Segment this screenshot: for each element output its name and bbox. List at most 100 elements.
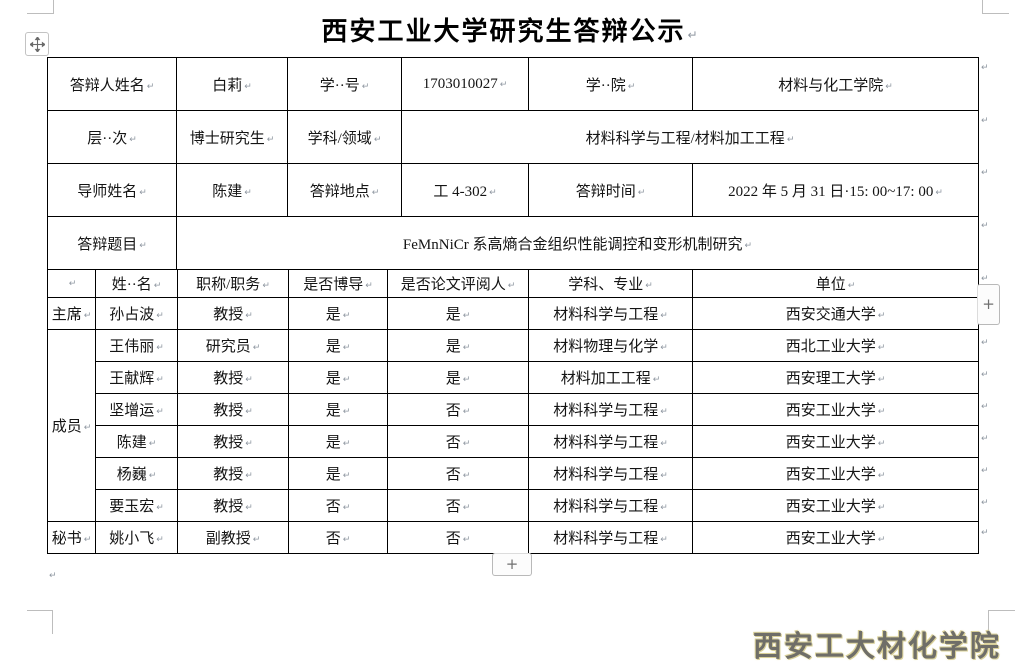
cell-member-thesis-reviewer[interactable]: 是 ↵ — [387, 329, 529, 362]
cell-venue-label[interactable]: 答辩地点 ↵ — [287, 163, 402, 217]
row-end-mark: ↵ — [981, 528, 989, 538]
cell-topic-label[interactable]: 答辩题目 ↵ — [47, 216, 177, 270]
cell-member-doctoral-supervisor[interactable]: 是 ↵ — [288, 361, 388, 394]
cell-member-discipline[interactable]: 材料科学与工程 ↵ — [528, 425, 693, 458]
cell-end-mark: ↵ — [660, 471, 668, 481]
cell-member-organization[interactable]: 西安工业大学 ↵ — [692, 425, 979, 458]
cell-member-doctoral-supervisor[interactable]: 是 ↵ — [288, 425, 388, 458]
cell-member-organization[interactable]: 西安工业大学 ↵ — [692, 393, 979, 426]
cell-member-title[interactable]: 教授 ↵ — [177, 457, 289, 490]
cell-member-thesis-reviewer[interactable]: 是 ↵ — [387, 297, 529, 330]
cell-student-id-label[interactable]: 学··号 ↵ — [287, 57, 402, 111]
cell-member-discipline[interactable]: 材料物理与化学 ↵ — [528, 329, 693, 362]
cell-end-mark: ↵ — [652, 375, 661, 385]
cell-header-title[interactable]: 职称/职务 ↵ — [177, 269, 289, 298]
cell-level[interactable]: 博士研究生 ↵ — [176, 110, 288, 164]
cell-header-name[interactable]: 姓··名 ↵ — [95, 269, 178, 298]
table-move-handle[interactable] — [25, 32, 49, 56]
cell-member-doctoral-supervisor[interactable]: 否 ↵ — [288, 521, 388, 554]
cell-member-title[interactable]: 研究员 ↵ — [177, 329, 289, 362]
cell-member-thesis-reviewer[interactable]: 否 ↵ — [387, 425, 529, 458]
cell-member-title[interactable]: 教授 ↵ — [177, 489, 289, 522]
cell-time[interactable]: 2022 年 5 月 31 日·15: 00~17: 00 ↵ — [692, 163, 979, 217]
cell-member-discipline[interactable]: 材料科学与工程 ↵ — [528, 297, 693, 330]
cell-end-mark: ↵ — [499, 79, 508, 90]
cell-time-label[interactable]: 答辩时间 ↵ — [528, 163, 693, 217]
cell-member-organization[interactable]: 西安工业大学 ↵ — [692, 489, 979, 522]
cell-role-secretary[interactable]: 秘书 ↵ — [47, 521, 96, 554]
cell-end-mark: ↵ — [786, 134, 795, 145]
cell-end-mark: ↵ — [266, 134, 275, 145]
cell-member-discipline[interactable]: 材料科学与工程 ↵ — [528, 457, 693, 490]
cell-header-role[interactable]: ↵ — [47, 269, 96, 298]
cell-member-name[interactable]: 坚增运 ↵ — [95, 393, 178, 426]
cell-discipline[interactable]: 材料科学与工程/材料加工工程 ↵ — [401, 110, 979, 164]
cell-member-discipline[interactable]: 材料科学与工程 ↵ — [528, 393, 693, 426]
cell-end-mark: ↵ — [156, 311, 164, 321]
add-column-button[interactable]: + — [977, 284, 1000, 325]
cell-member-doctoral-supervisor[interactable]: 是 ↵ — [288, 297, 388, 330]
cell-end-mark: ↵ — [156, 503, 164, 513]
cell-defender-label[interactable]: 答辩人姓名 ↵ — [47, 57, 177, 111]
committee-row: 成员 ↵ 王伟丽 ↵ 研究员 ↵ 是 ↵ 是 ↵ 材料物理与化学 ↵ 西北工业大学 ↵ — [47, 329, 979, 522]
cell-member-name[interactable]: 王献辉 ↵ — [95, 361, 178, 394]
cell-member-discipline[interactable]: 材料科学与工程 ↵ — [528, 489, 693, 522]
cell-member-organization[interactable]: 西安理工大学 ↵ — [692, 361, 979, 394]
cell-member-organization[interactable]: 西安工业大学 ↵ — [692, 521, 979, 554]
cell-discipline-label[interactable]: 学科/领域 ↵ — [287, 110, 402, 164]
cell-member-name[interactable]: 王伟丽 ↵ — [95, 329, 178, 362]
cell-member-doctoral-supervisor[interactable]: 否 ↵ — [288, 489, 388, 522]
cell-member-name[interactable]: 孙占波 ↵ — [95, 297, 178, 330]
cell-end-mark: ↵ — [462, 407, 471, 417]
cell-member-thesis-reviewer[interactable]: 是 ↵ — [387, 361, 529, 394]
cell-member-title[interactable]: 教授 ↵ — [177, 425, 289, 458]
cell-member-title[interactable]: 教授 ↵ — [177, 361, 289, 394]
cell-member-thesis-reviewer[interactable]: 否 ↵ — [387, 393, 529, 426]
cell-member-title[interactable]: 副教授 ↵ — [177, 521, 289, 554]
cell-advisor[interactable]: 陈建 ↵ — [176, 163, 288, 217]
cell-college-label[interactable]: 学··院 ↵ — [528, 57, 693, 111]
cell-college[interactable]: 材料与化工学院 ↵ — [692, 57, 979, 111]
cell-header-doctoral-supervisor[interactable]: 是否博导 ↵ — [288, 269, 388, 298]
cell-topic[interactable]: FeMnNiCr 系高熵合金组织性能调控和变形机制研究 ↵ — [176, 216, 979, 270]
cell-end-mark: ↵ — [244, 81, 252, 92]
cell-member-name[interactable]: 姚小飞 ↵ — [95, 521, 178, 554]
cell-end-mark: ↵ — [877, 343, 886, 353]
cell-header-discipline[interactable]: 学科、专业 ↵ — [528, 269, 693, 298]
cell-header-thesis-reviewer[interactable]: 是否论文评阅人 ↵ — [387, 269, 529, 298]
cell-member-discipline[interactable]: 材料加工工程 ↵ — [528, 361, 693, 394]
cell-member-organization[interactable]: 西安交通大学 ↵ — [692, 297, 979, 330]
cell-member-thesis-reviewer[interactable]: 否 ↵ — [387, 489, 529, 522]
document-title[interactable]: 西安工业大学研究生答辩公示 ↵ — [0, 11, 1019, 48]
cell-member-organization[interactable]: 西北工业大学 ↵ — [692, 329, 979, 362]
cell-member-organization[interactable]: 西安工业大学 ↵ — [692, 457, 979, 490]
cell-member-name[interactable]: 要玉宏 ↵ — [95, 489, 178, 522]
cell-member-discipline[interactable]: 材料科学与工程 ↵ — [528, 521, 693, 554]
add-row-button[interactable]: + — [492, 553, 532, 576]
paragraph-mark: ↵ — [49, 571, 57, 581]
cell-role-member[interactable]: 成员 ↵ — [47, 329, 96, 522]
cell-member-doctoral-supervisor[interactable]: 是 ↵ — [288, 457, 388, 490]
cell-end-mark: ↵ — [129, 134, 137, 145]
cell-venue[interactable]: 工 4-302 ↵ — [401, 163, 529, 217]
cell-header-organization[interactable]: 单位 ↵ — [692, 269, 979, 298]
cell-member-thesis-reviewer[interactable]: 否 ↵ — [387, 521, 529, 554]
cell-defender-name[interactable]: 白莉 ↵ — [176, 57, 288, 111]
cell-member-name[interactable]: 杨巍 ↵ — [95, 457, 178, 490]
cell-member-title[interactable]: 教授 ↵ — [177, 393, 289, 426]
cell-end-mark: ↵ — [660, 535, 668, 545]
cell-member-title[interactable]: 教授 ↵ — [177, 297, 289, 330]
cell-end-mark: ↵ — [877, 407, 886, 417]
cell-end-mark: ↵ — [68, 279, 77, 289]
cell-member-doctoral-supervisor[interactable]: 是 ↵ — [288, 329, 388, 362]
cell-student-id[interactable]: 1703010027 ↵ — [401, 57, 529, 111]
cell-member-doctoral-supervisor[interactable]: 是 ↵ — [288, 393, 388, 426]
committee-row: 要玉宏 ↵ 教授 ↵ 否 ↵ 否 ↵ 材料科学与工程 ↵ 西安工业大学 ↵ — [48, 489, 979, 522]
cell-member-name[interactable]: 陈建 ↵ — [95, 425, 178, 458]
cell-advisor-label[interactable]: 导师姓名 ↵ — [47, 163, 177, 217]
committee-row: 主席 ↵ 孙占波 ↵ 教授 ↵ 是 ↵ 是 ↵ 材料科学与工程 ↵ 西安交通大学 ↵ — [47, 297, 979, 330]
cell-member-thesis-reviewer[interactable]: 否 ↵ — [387, 457, 529, 490]
cell-role-chair[interactable]: 主席 ↵ — [47, 297, 96, 330]
cell-end-mark: ↵ — [342, 535, 351, 545]
cell-level-label[interactable]: 层··次 ↵ — [47, 110, 177, 164]
